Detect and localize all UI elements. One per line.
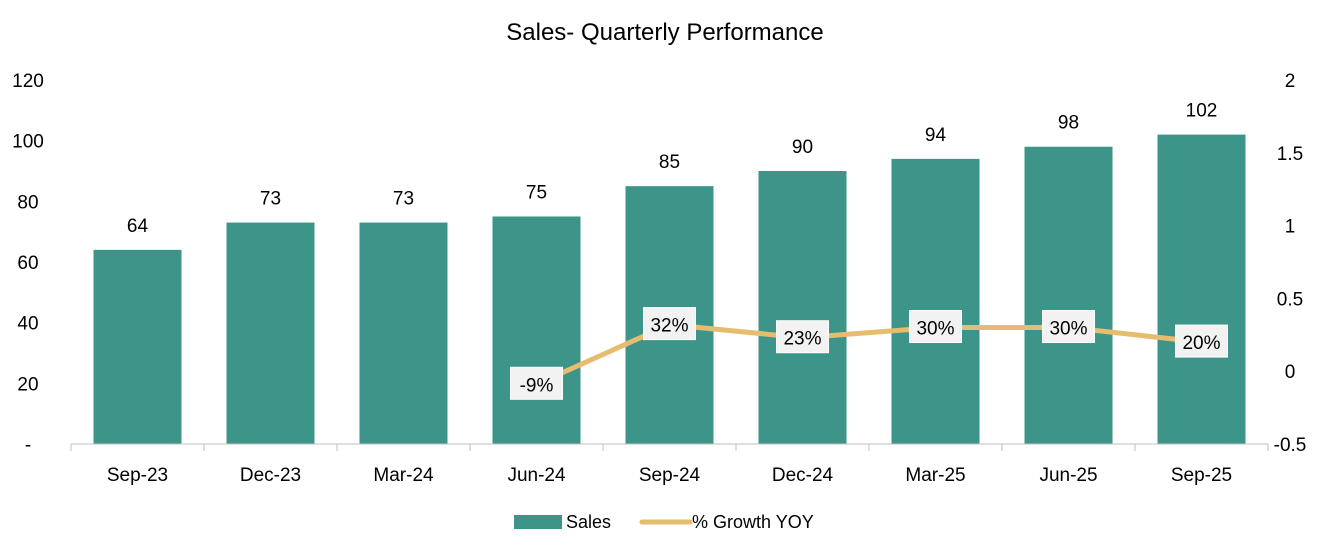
- growth-label-box: [1175, 324, 1228, 358]
- growth-label-text: 20%: [1182, 333, 1220, 354]
- growth-data-labels: -9% 32% 23% 30% 30% 20%: [510, 307, 1228, 400]
- x-axis-tick-label: Dec-23: [240, 465, 301, 486]
- growth-label: 30%: [909, 310, 962, 344]
- bar-series: [93, 134, 1246, 444]
- x-axis-tick-label: Jun-24: [507, 465, 566, 486]
- left-axis-tick-label: 120: [12, 71, 44, 92]
- right-axis-tick-label: 2: [1285, 71, 1296, 92]
- sales-bar: [492, 216, 581, 444]
- sales-bar-label: 94: [925, 125, 947, 146]
- growth-label: 32%: [643, 307, 696, 341]
- sales-bar-label: 73: [260, 189, 281, 210]
- growth-label-box: [1042, 310, 1095, 344]
- x-axis-tick-label: Sep-23: [107, 465, 168, 486]
- right-axis-tick-label: -0.5: [1274, 435, 1307, 456]
- sales-bar: [891, 158, 980, 444]
- growth-label-text: 23%: [783, 329, 821, 350]
- sales-bar-label: 90: [792, 137, 813, 158]
- growth-label-box: [909, 310, 962, 344]
- growth-label-box: [510, 366, 563, 400]
- sales-bar-label: 85: [659, 152, 680, 173]
- growth-label: -9%: [510, 366, 563, 400]
- growth-label-box: [776, 320, 829, 354]
- x-axis-tick-label: Sep-25: [1171, 465, 1232, 486]
- legend-sales-label: Sales: [566, 512, 611, 532]
- sales-bar-label: 64: [127, 216, 149, 237]
- x-axis-tick-label: Mar-24: [373, 465, 434, 486]
- right-axis-tick-label: 0.5: [1277, 289, 1303, 310]
- right-axis: -0.5 0 0.5 1 1.5 2: [1274, 71, 1307, 456]
- growth-label-text: 32%: [650, 316, 688, 337]
- right-axis-tick-label: 1: [1285, 217, 1296, 238]
- growth-label: 20%: [1175, 324, 1228, 358]
- growth-label: 30%: [1042, 310, 1095, 344]
- left-axis-tick-label: 60: [17, 253, 38, 274]
- sales-bar: [226, 222, 315, 444]
- bar-data-labels: 64 73 73 75 85 90 94 98 102: [127, 101, 1217, 237]
- sales-bar: [93, 249, 182, 444]
- left-axis-tick-label: 80: [17, 192, 38, 213]
- growth-label: 23%: [776, 320, 829, 354]
- sales-bar-label: 73: [393, 189, 414, 210]
- left-axis-tick-label: 100: [12, 132, 44, 153]
- left-axis-tick-label: -: [25, 435, 31, 456]
- growth-label-text: 30%: [1049, 319, 1087, 340]
- chart-title: Sales- Quarterly Performance: [506, 19, 823, 46]
- growth-label-text: 30%: [916, 319, 954, 340]
- x-axis-ticks: [70, 444, 1269, 451]
- legend-sales-swatch: [514, 515, 562, 529]
- legend-growth-label: % Growth YOY: [692, 512, 814, 532]
- x-axis-labels: Sep-23 Dec-23 Mar-24 Jun-24 Sep-24 Dec-24 Mar-…: [107, 465, 1232, 486]
- sales-bar-label: 75: [526, 183, 547, 204]
- sales-bar-label: 98: [1058, 113, 1079, 134]
- x-axis-tick-label: Sep-24: [639, 465, 701, 486]
- sales-bar: [758, 171, 847, 444]
- sales-bar: [1024, 146, 1113, 444]
- left-axis: - 20 40 60 80 100 120: [12, 71, 44, 456]
- right-axis-tick-label: 0: [1285, 362, 1296, 383]
- legend: Sales % Growth YOY: [514, 512, 814, 532]
- sales-bar: [359, 222, 448, 444]
- right-axis-tick-label: 1.5: [1277, 144, 1303, 165]
- left-axis-tick-label: 20: [17, 374, 38, 395]
- sales-bar: [1157, 134, 1246, 444]
- x-axis-tick-label: Jun-25: [1039, 465, 1097, 486]
- left-axis-tick-label: 40: [17, 314, 38, 335]
- sales-bar-label: 102: [1186, 101, 1218, 122]
- x-axis-tick-label: Mar-25: [905, 465, 965, 486]
- x-axis-tick-label: Dec-24: [772, 465, 834, 486]
- growth-label-text: -9%: [520, 375, 554, 396]
- growth-label-box: [643, 307, 696, 341]
